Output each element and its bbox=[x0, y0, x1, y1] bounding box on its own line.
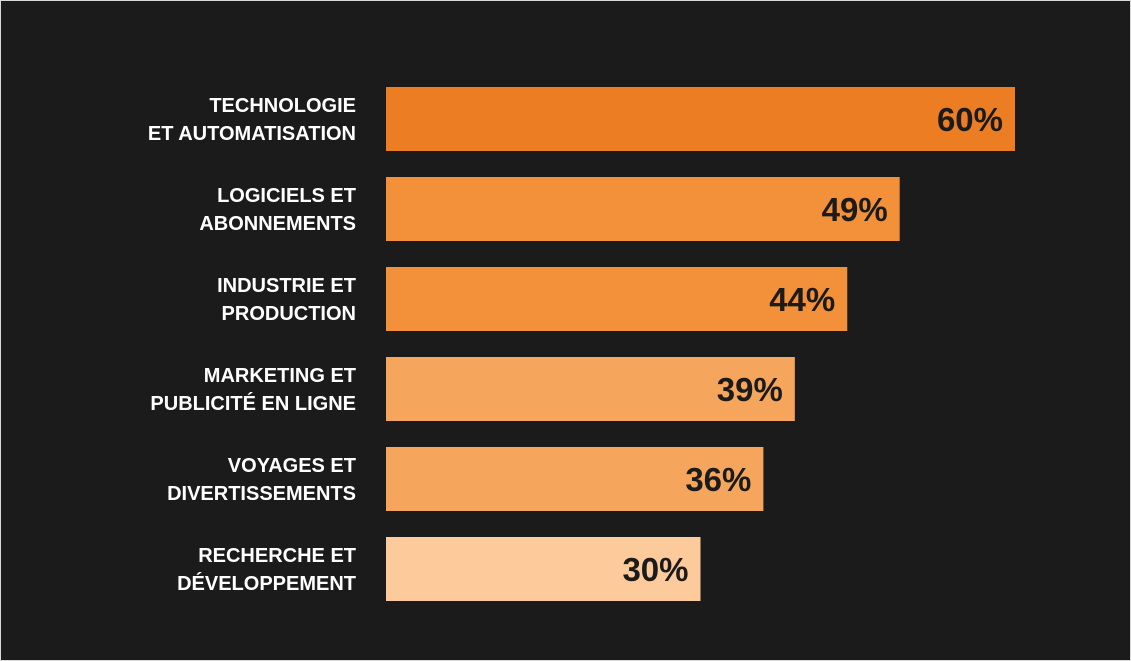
category-label-line: VOYAGES ET bbox=[228, 455, 356, 477]
category-label: LOGICIELS ET ABONNEMENTS bbox=[199, 185, 356, 235]
bar-group: 39% MARKETING ET PUBLICITÉ EN LIGNE bbox=[150, 357, 795, 421]
data-label: 49% bbox=[822, 191, 888, 228]
category-label: MARKETING ET PUBLICITÉ EN LIGNE bbox=[150, 365, 356, 415]
data-label: 36% bbox=[685, 461, 751, 498]
bar-group: 60% TECHNOLOGIE ET AUTOMATISATION bbox=[148, 87, 1015, 151]
bar bbox=[386, 87, 1015, 151]
category-label-line: ET AUTOMATISATION bbox=[148, 123, 356, 145]
category-label: TECHNOLOGIE ET AUTOMATISATION bbox=[148, 95, 356, 145]
category-label-line: TECHNOLOGIE bbox=[209, 95, 356, 117]
category-label-line: PRODUCTION bbox=[222, 303, 356, 325]
category-label: INDUSTRIE ET PRODUCTION bbox=[217, 275, 356, 325]
data-label: 44% bbox=[769, 281, 835, 318]
category-label-line: LOGICIELS ET bbox=[217, 185, 356, 207]
data-label: 39% bbox=[717, 371, 783, 408]
category-label-line: RECHERCHE ET bbox=[198, 545, 356, 567]
category-label-line: ABONNEMENTS bbox=[199, 213, 356, 235]
category-label-line: DÉVELOPPEMENT bbox=[177, 572, 356, 595]
data-label: 60% bbox=[937, 101, 1003, 138]
bar-group: 49% LOGICIELS ET ABONNEMENTS bbox=[199, 177, 900, 241]
category-label-line: INDUSTRIE ET bbox=[217, 275, 356, 297]
bar bbox=[386, 357, 795, 421]
category-label: RECHERCHE ET DÉVELOPPEMENT bbox=[177, 545, 356, 595]
category-label: VOYAGES ET DIVERTISSEMENTS bbox=[167, 455, 356, 505]
bar-group: 30% RECHERCHE ET DÉVELOPPEMENT bbox=[177, 537, 701, 601]
data-label: 30% bbox=[622, 551, 688, 588]
category-label-line: DIVERTISSEMENTS bbox=[167, 483, 356, 505]
category-label-line: PUBLICITÉ EN LIGNE bbox=[150, 392, 356, 415]
bar bbox=[386, 267, 848, 331]
bar-group: 36% VOYAGES ET DIVERTISSEMENTS bbox=[167, 447, 764, 511]
bar bbox=[386, 447, 764, 511]
bar bbox=[386, 177, 900, 241]
bar-group: 44% INDUSTRIE ET PRODUCTION bbox=[217, 267, 848, 331]
category-label-line: MARKETING ET bbox=[204, 365, 356, 387]
bar bbox=[386, 537, 701, 601]
